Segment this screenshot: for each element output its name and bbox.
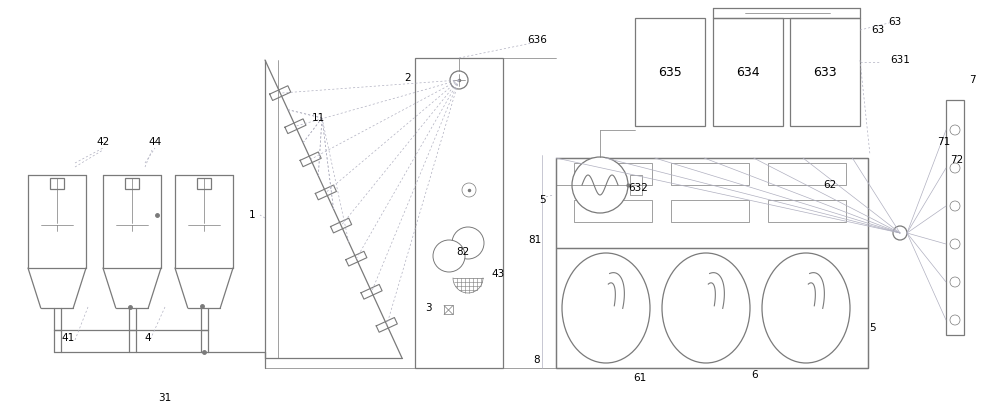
Circle shape	[462, 183, 476, 197]
Text: 72: 72	[950, 155, 964, 165]
Circle shape	[433, 240, 465, 272]
Circle shape	[950, 315, 960, 325]
Ellipse shape	[662, 253, 750, 363]
Bar	[574, 200, 652, 222]
Text: 42: 42	[96, 137, 110, 147]
Text: 7: 7	[969, 75, 975, 85]
Text: 31: 31	[158, 393, 172, 403]
Ellipse shape	[562, 253, 650, 363]
Text: 5: 5	[869, 323, 875, 333]
Circle shape	[950, 201, 960, 211]
Bar	[768, 200, 846, 222]
Text: 631: 631	[890, 55, 910, 65]
Text: 71: 71	[937, 137, 951, 147]
Text: 61: 61	[633, 373, 647, 383]
Bar	[635, 18, 705, 126]
Circle shape	[950, 125, 960, 135]
Circle shape	[893, 226, 907, 240]
Text: 2: 2	[405, 73, 411, 83]
Bar	[556, 158, 868, 248]
Bar	[946, 100, 964, 335]
Text: 5: 5	[539, 195, 545, 205]
Bar	[556, 248, 868, 368]
Text: 43: 43	[491, 269, 505, 279]
Bar	[671, 200, 749, 222]
Circle shape	[450, 71, 468, 89]
Text: 63: 63	[871, 25, 885, 35]
Text: 82: 82	[456, 247, 470, 257]
Text: 4: 4	[145, 333, 151, 343]
Circle shape	[950, 277, 960, 287]
Text: 3: 3	[425, 303, 431, 313]
Bar	[630, 175, 642, 195]
Circle shape	[572, 157, 628, 213]
Ellipse shape	[762, 253, 850, 363]
Text: 633: 633	[813, 65, 837, 79]
Text: 632: 632	[628, 183, 648, 193]
Text: 634: 634	[736, 65, 760, 79]
Text: 1: 1	[249, 210, 255, 220]
Bar	[768, 163, 846, 185]
Circle shape	[950, 239, 960, 249]
Text: 636: 636	[527, 35, 547, 45]
Bar	[790, 18, 860, 126]
Bar	[671, 163, 749, 185]
Bar	[574, 163, 652, 185]
Bar	[415, 58, 503, 368]
Bar	[50, 178, 64, 189]
Text: 62: 62	[823, 180, 837, 190]
Circle shape	[452, 227, 484, 259]
Text: 41: 41	[61, 333, 75, 343]
Text: 44: 44	[148, 137, 162, 147]
Text: 8: 8	[534, 355, 540, 365]
Bar	[556, 158, 868, 368]
Text: 81: 81	[528, 235, 542, 245]
Text: 635: 635	[658, 65, 682, 79]
Text: 63: 63	[888, 17, 902, 27]
Text: 6: 6	[752, 370, 758, 380]
Bar	[125, 178, 139, 189]
Bar	[444, 305, 453, 314]
Text: 11: 11	[311, 113, 325, 123]
Circle shape	[950, 163, 960, 173]
Bar	[197, 178, 211, 189]
Bar	[713, 18, 783, 126]
